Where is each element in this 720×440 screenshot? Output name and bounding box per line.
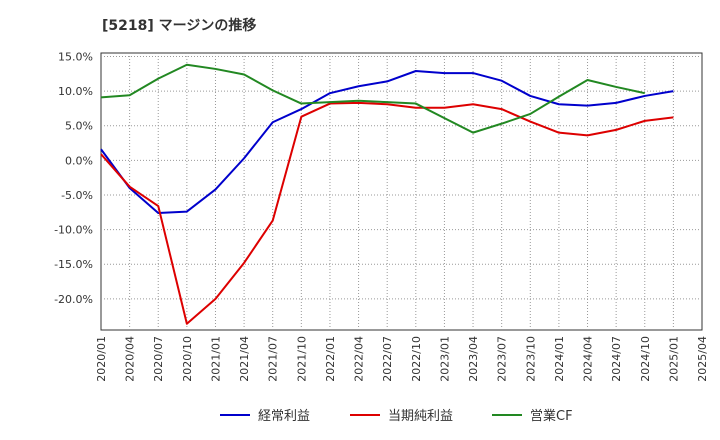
- x-tick-label: 2020/10: [181, 336, 194, 382]
- x-tick-label: 2022/10: [410, 336, 423, 382]
- legend: 経常利益 当期純利益 営業CF: [220, 408, 573, 424]
- x-tick-label: 2020/04: [124, 336, 137, 382]
- x-tick-label: 2023/01: [438, 336, 451, 382]
- x-tick-label: 2023/07: [496, 336, 509, 382]
- x-tick-label: 2022/01: [324, 336, 337, 382]
- legend-label-2: 営業CF: [530, 408, 573, 424]
- y-tick-label: -20.0%: [54, 293, 93, 306]
- x-tick-label: 2021/04: [238, 336, 251, 382]
- series-line-1: [100, 101, 674, 325]
- series-line-0: [100, 70, 674, 214]
- x-tick-label: 2024/07: [610, 336, 623, 382]
- x-tick-label: 2021/07: [267, 336, 280, 382]
- y-tick-label: 15.0%: [58, 50, 93, 63]
- x-tick-label: 2021/10: [295, 336, 308, 382]
- x-tick-label: 2025/01: [667, 336, 680, 382]
- x-tick-label: 2022/07: [381, 336, 394, 382]
- series-line-2: [100, 63, 645, 134]
- x-tick-label: 2022/04: [353, 336, 366, 382]
- x-tick-label: 2020/07: [152, 336, 165, 382]
- legend-label-1: 当期純利益: [388, 409, 453, 424]
- x-tick-label: 2020/01: [95, 336, 108, 382]
- axis-layer: 15.0% 10.0% 5.0% 0.0% -5.0% -10.0% -15.0% -20.0…: [54, 50, 709, 381]
- y-tick-label: -5.0%: [61, 189, 93, 202]
- y-tick-label: -15.0%: [54, 258, 93, 271]
- y-tick-label: 5.0%: [65, 120, 93, 133]
- plot-area: [100, 52, 703, 331]
- chart-title: [5218] マージンの推移: [102, 17, 256, 34]
- x-tick-label: 2024/01: [553, 336, 566, 382]
- x-tick-label: 2021/01: [209, 336, 222, 382]
- y-tick-label: -10.0%: [54, 224, 93, 237]
- x-tick-label: 2023/04: [467, 336, 480, 382]
- grid-layer: [100, 52, 703, 331]
- x-tick-label: 2025/04: [696, 336, 709, 382]
- y-tick-label: 0.0%: [65, 154, 93, 167]
- legend-label-0: 経常利益: [258, 409, 310, 424]
- x-tick-label: 2024/10: [639, 336, 652, 382]
- y-tick-label: 10.0%: [58, 85, 93, 98]
- x-tick-label: 2024/04: [582, 336, 595, 382]
- series-layer: [100, 63, 674, 325]
- x-tick-label: 2023/10: [524, 336, 537, 382]
